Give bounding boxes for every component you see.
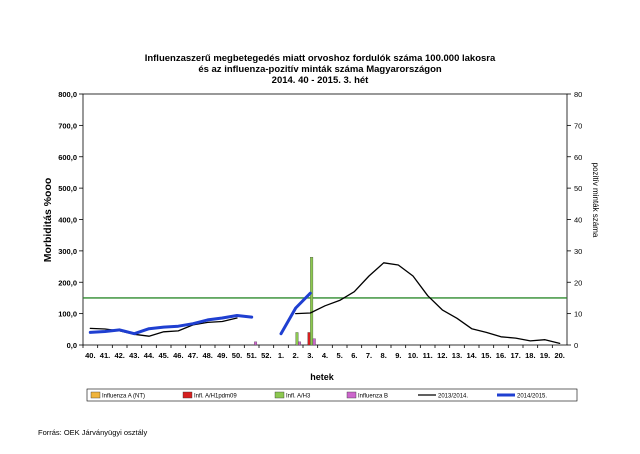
legend-swatch <box>90 391 101 399</box>
x-tick-label: 13. <box>452 351 462 360</box>
x-tick-label: 3. <box>307 351 313 360</box>
bar-infl-a-h1pdm09 <box>307 332 311 346</box>
bar-influenza-b <box>254 341 258 346</box>
legend-label: Infl. A/H1pdm09 <box>194 394 237 400</box>
x-tick-label: 8. <box>381 351 387 360</box>
chart-title-line-2: és az influenza-pozitív minták száma Mag… <box>198 64 442 75</box>
x-tick-label: 15. <box>481 351 491 360</box>
x-tick-label: 14. <box>466 351 476 360</box>
x-tick-label: 40. <box>85 351 95 360</box>
x-tick-label: 2. <box>293 351 299 360</box>
bar-series <box>254 256 316 346</box>
x-tick-label: 44. <box>144 351 154 360</box>
x-tick-label: 19. <box>540 351 550 360</box>
x-tick-label: 9. <box>395 351 401 360</box>
x-axis-label: hetek <box>310 372 335 382</box>
x-tick-label: 11. <box>423 351 433 360</box>
legend-label: Infl. A/H3 <box>286 394 311 400</box>
legend-swatch <box>274 391 285 399</box>
x-tick-label: 42. <box>114 351 124 360</box>
legend: Influenza A (NT) Infl. A/H1pdm09 Infl. A/H… <box>86 388 578 402</box>
source-note: Forrás: OEK Járványügyi osztály <box>38 428 148 437</box>
x-axis-ticks: 40. 41. 42. 43. 44. 45. 46. 47. 48. 49. 50. 51. 52. 1… <box>82 345 565 360</box>
y2-tick-label: 10 <box>574 310 582 319</box>
legend-swatch <box>346 391 357 399</box>
x-tick-label: 43. <box>129 351 139 360</box>
y-tick-label: 300,0 <box>58 247 77 256</box>
y2-axis-ticks: 0 10 20 30 40 50 60 70 80 <box>567 90 582 350</box>
y2-tick-label: 20 <box>574 278 582 287</box>
y2-tick-label: 60 <box>574 153 582 162</box>
y-tick-label: 800,0 <box>58 90 77 99</box>
y2-axis-label: pozitív minták száma <box>591 163 600 238</box>
x-tick-label: 52. <box>261 351 271 360</box>
chart-title-line-1: Influenzaszerű megbetegedés miatt orvosh… <box>144 53 496 64</box>
legend-label: Influenza A (NT) <box>102 394 145 400</box>
x-tick-label: 4. <box>322 351 328 360</box>
bar-influenza-b <box>312 338 316 346</box>
x-tick-label: 6. <box>351 351 357 360</box>
y2-tick-label: 80 <box>574 90 582 99</box>
x-tick-label: 50. <box>232 351 242 360</box>
x-tick-label: 41. <box>100 351 110 360</box>
x-tick-label: 45. <box>158 351 168 360</box>
x-tick-label: 51. <box>246 351 256 360</box>
y-tick-label: 0,0 <box>67 341 77 350</box>
y-tick-label: 600,0 <box>58 153 77 162</box>
bar-infl-a-h3 <box>295 332 299 346</box>
y-axis-label: Morbiditás %ooo <box>42 178 54 263</box>
x-tick-label: 7. <box>366 351 372 360</box>
y2-tick-label: 50 <box>574 184 582 193</box>
x-tick-label: 49. <box>217 351 227 360</box>
y-tick-label: 200,0 <box>58 278 77 287</box>
x-tick-label: 20. <box>554 351 564 360</box>
x-tick-label: 18. <box>525 351 535 360</box>
x-tick-label: 12. <box>437 351 447 360</box>
chart-title-line-3: 2014. 40 - 2015. 3. hét <box>271 75 369 86</box>
legend-swatch <box>182 391 193 399</box>
y-tick-label: 100,0 <box>58 310 77 319</box>
legend-label: 2013/2014. <box>438 394 468 400</box>
y2-tick-label: 40 <box>574 216 582 225</box>
x-tick-label: 1. <box>278 351 284 360</box>
y2-tick-label: 30 <box>574 247 582 256</box>
bar-influenza-b <box>298 341 302 346</box>
plot-area <box>82 93 568 346</box>
y-tick-label: 700,0 <box>58 121 77 130</box>
line-series-2014-2015 <box>88 291 312 336</box>
line-series <box>88 262 561 345</box>
y-axis-ticks: 0,0 100,0 200,0 300,0 400,0 500,0 600,0 700,0 80… <box>58 90 83 350</box>
x-tick-label: 10. <box>408 351 418 360</box>
x-tick-label: 16. <box>496 351 506 360</box>
x-tick-label: 47. <box>188 351 198 360</box>
x-tick-label: 48. <box>202 351 212 360</box>
x-tick-label: 5. <box>337 351 343 360</box>
y-tick-label: 500,0 <box>58 184 77 193</box>
bar-infl-a-h3 <box>310 256 314 346</box>
x-tick-label: 46. <box>173 351 183 360</box>
legend-label: 2014/2015. <box>517 394 547 400</box>
legend-box <box>86 388 578 402</box>
plot-frame <box>82 93 568 346</box>
y2-tick-label: 0 <box>574 341 578 350</box>
y2-tick-label: 70 <box>574 121 582 130</box>
y-tick-label: 400,0 <box>58 216 77 225</box>
x-tick-label: 17. <box>510 351 520 360</box>
legend-label: Influenza B <box>358 394 388 400</box>
